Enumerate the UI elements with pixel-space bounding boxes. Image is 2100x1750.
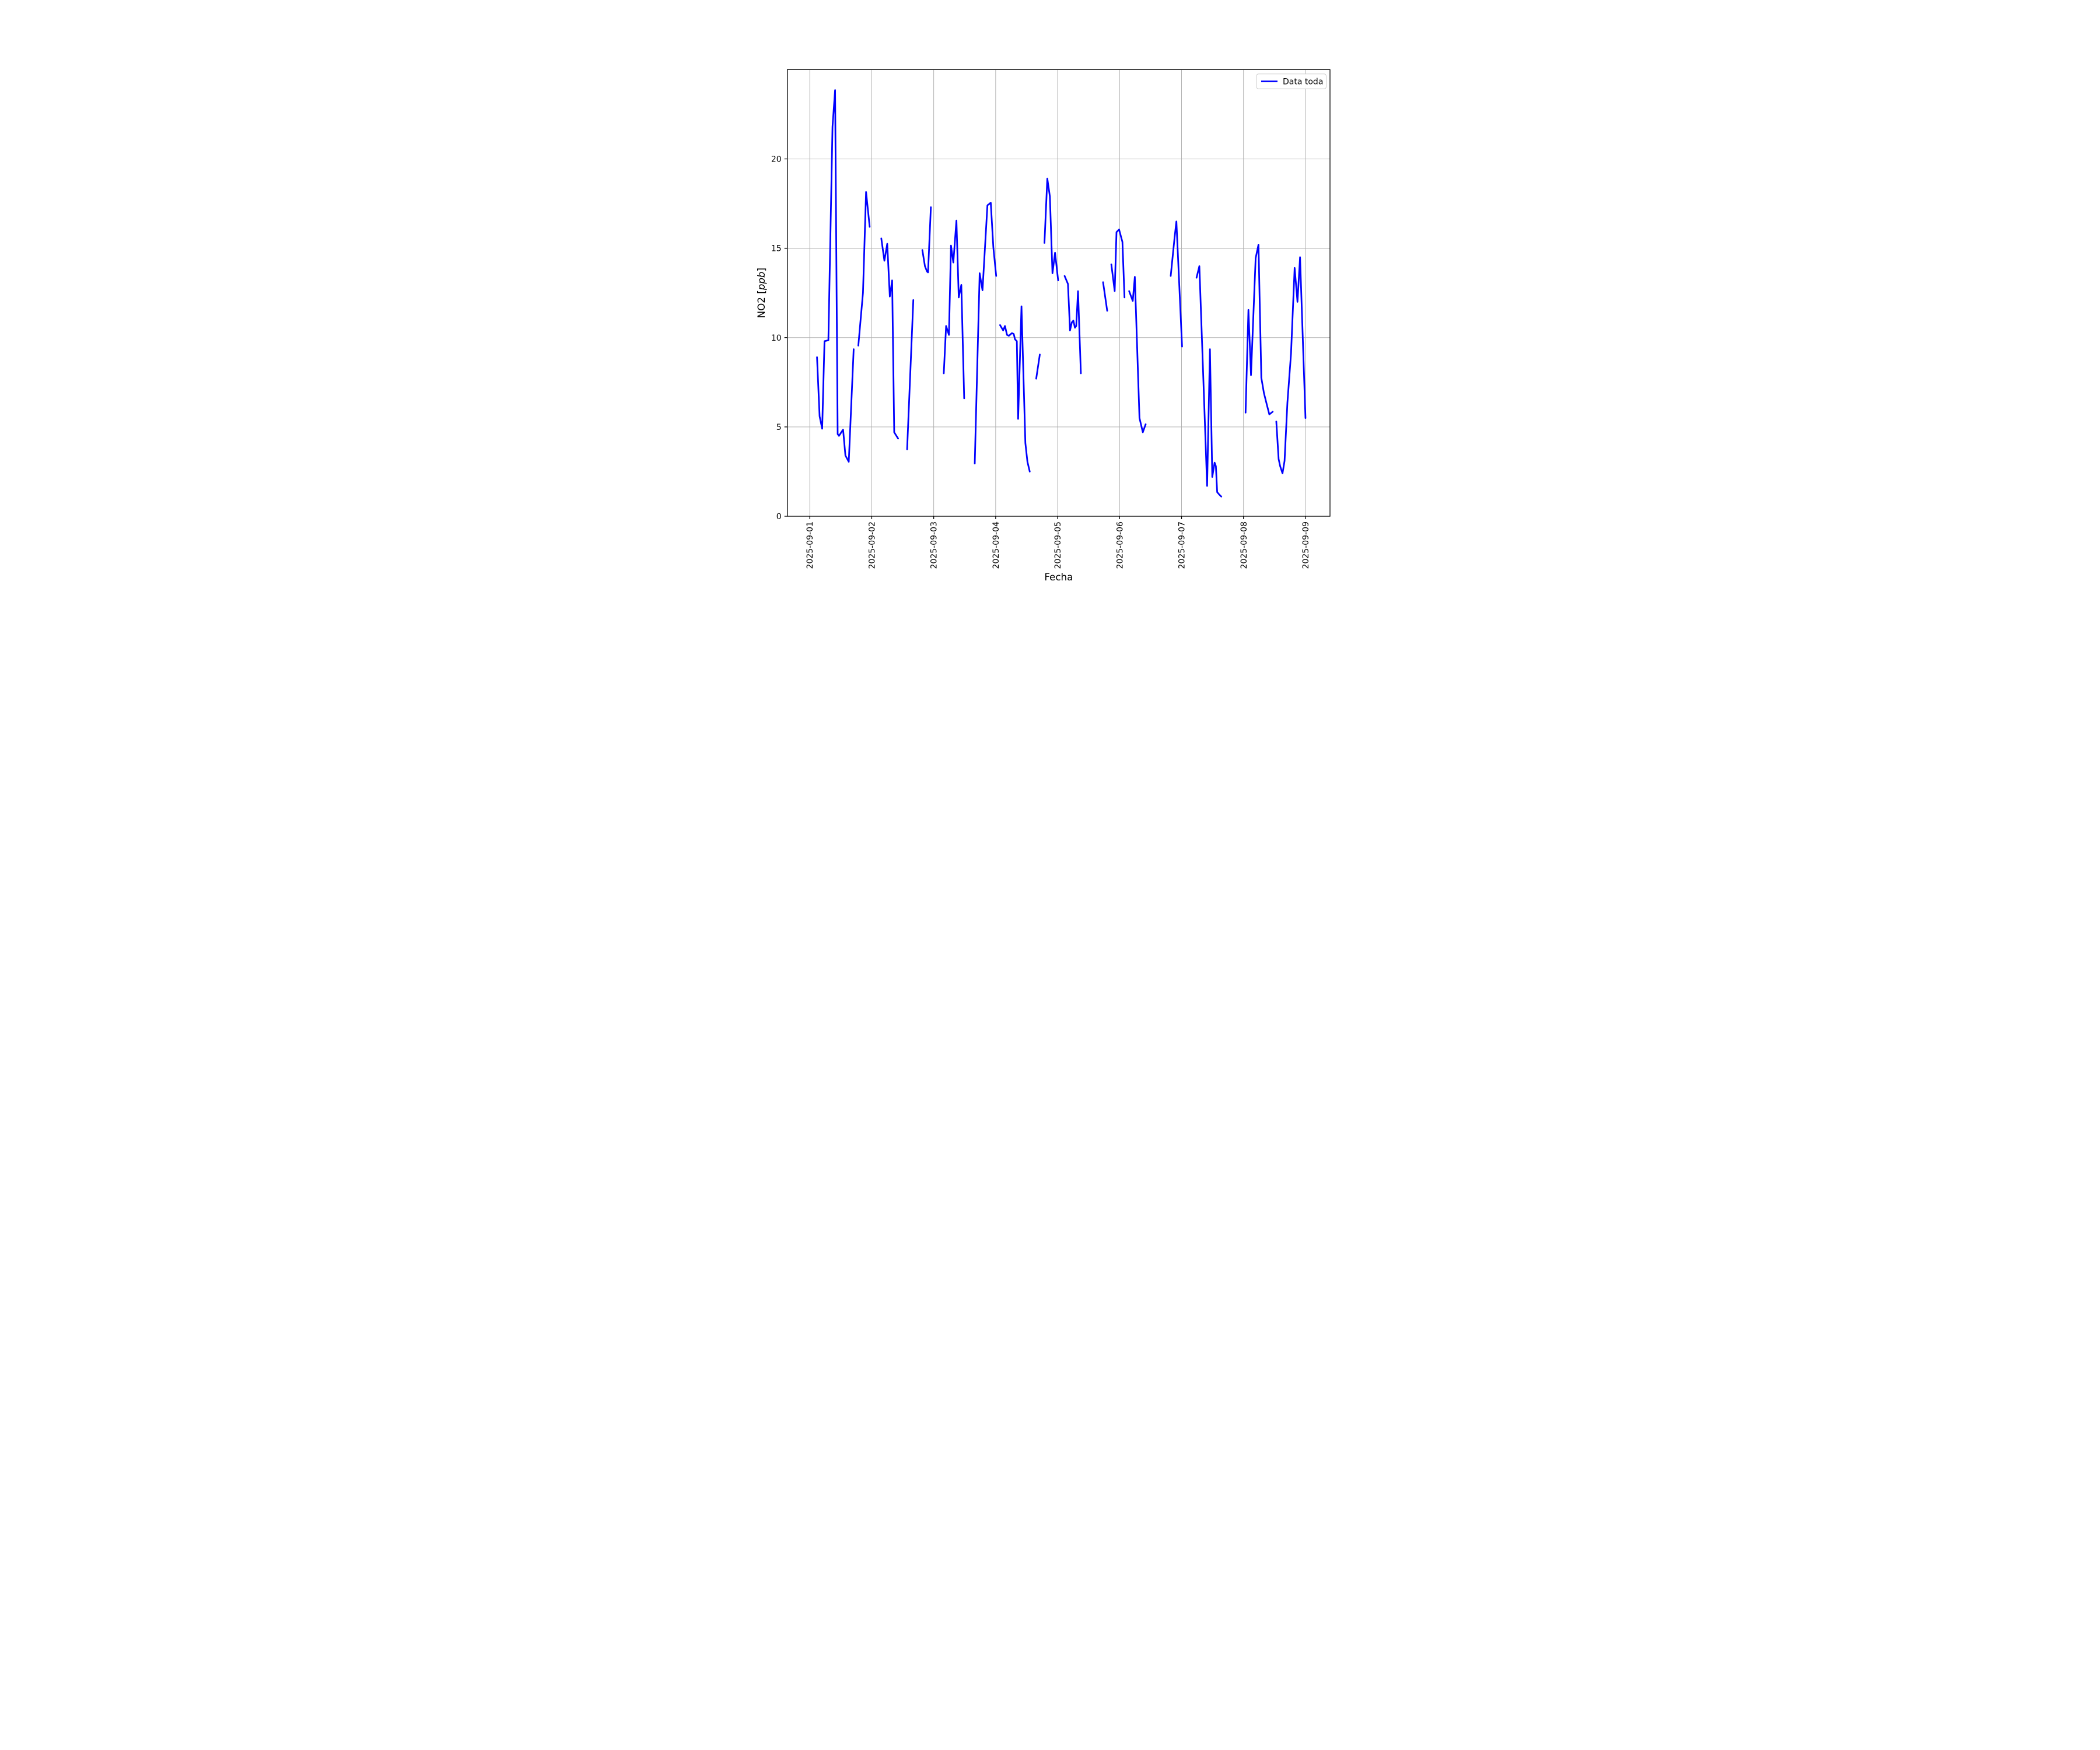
data-line-segment (1195, 265, 1223, 498)
y-tick-label: 0 (776, 512, 782, 522)
x-tick-label: 2025-09-06 (1115, 522, 1125, 569)
data-line-segment (943, 219, 965, 400)
data-line-segment (1170, 220, 1183, 348)
data-line-segment (1275, 256, 1307, 474)
y-tick-label: 15 (771, 244, 782, 254)
legend-label: Data toda (1283, 78, 1323, 87)
x-tick-label: 2025-09-05 (1054, 522, 1063, 569)
legend-box (1256, 74, 1326, 89)
data-line-segment (816, 89, 855, 463)
data-line-segment (921, 206, 932, 274)
x-tick-label: 2025-09-09 (1301, 522, 1311, 569)
data-line-segment (1063, 275, 1082, 374)
x-tick-label: 2025-09-07 (1178, 522, 1187, 569)
data-series (816, 89, 1307, 498)
data-line-segment (1110, 229, 1126, 299)
y-tick-label: 20 (771, 155, 782, 164)
data-line-segment (1044, 177, 1059, 282)
axis-ticks: 0 5 10 15 20 2025-09-01 2025-09-02 2025-09-03 20… (771, 155, 1311, 569)
x-tick-label: 2025-09-08 (1240, 522, 1249, 569)
x-tick-label: 2025-09-01 (806, 522, 815, 569)
data-line-segment (1035, 354, 1041, 380)
data-line-segment (1244, 244, 1274, 415)
line-chart: 0 5 10 15 20 2025-09-01 2025-09-02 2025-09-03 20… (700, 0, 1400, 583)
x-axis-label: Fecha (1044, 571, 1073, 583)
y-axis-label: NO2 [ppb] (755, 268, 767, 318)
x-tick-label: 2025-09-03 (930, 522, 939, 569)
data-line-segment (1128, 276, 1147, 433)
axes-frame (787, 69, 1331, 517)
data-line-segment (858, 191, 871, 346)
legend: Data toda (1256, 74, 1326, 89)
x-tick-label: 2025-09-02 (867, 522, 877, 569)
figure: 0 5 10 15 20 2025-09-01 2025-09-02 2025-09-03 20… (700, 0, 1400, 583)
data-line-segment (906, 299, 915, 450)
data-line-segment (999, 305, 1031, 473)
x-tick-label: 2025-09-04 (992, 522, 1001, 569)
y-tick-label: 5 (776, 423, 782, 432)
data-line-segment (974, 202, 998, 465)
plot-area (787, 69, 1330, 517)
data-line-segment (1102, 281, 1108, 312)
data-line-segment (880, 237, 899, 440)
y-tick-label: 10 (771, 334, 782, 343)
